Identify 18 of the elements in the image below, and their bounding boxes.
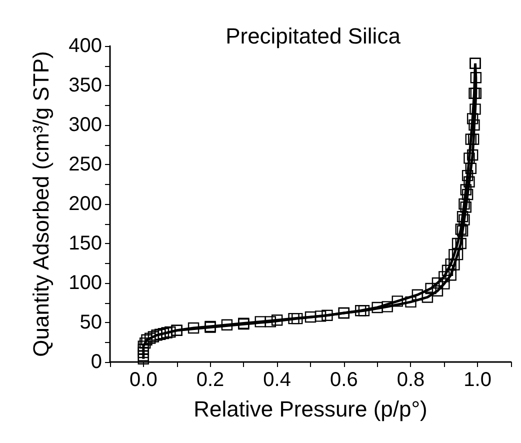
y-tick-label: 150 [68, 232, 102, 254]
y-tick-label: 0 [90, 351, 102, 373]
x-tick-label: 0.0 [130, 369, 158, 391]
x-tick-label: 0.4 [263, 369, 291, 391]
y-tick-label: 400 [68, 35, 102, 57]
y-axis-title: Quantity Adsorbed (cm³/g STP) [28, 51, 54, 357]
x-tick-label: 0.2 [196, 369, 224, 391]
y-tick-label: 250 [68, 154, 102, 176]
x-tick-label: 0.6 [330, 369, 358, 391]
y-tick-label: 200 [68, 193, 102, 215]
y-tick-label: 50 [80, 312, 102, 334]
y-tick-label: 350 [68, 74, 102, 96]
x-tick-label: 1.0 [464, 369, 492, 391]
x-axis-title: Relative Pressure (p/p°) [194, 396, 428, 422]
y-tick-label: 100 [68, 272, 102, 294]
y-tick-label: 300 [68, 114, 102, 136]
x-tick-label: 0.8 [396, 369, 425, 391]
chart-title: Precipitated Silica [226, 24, 402, 48]
